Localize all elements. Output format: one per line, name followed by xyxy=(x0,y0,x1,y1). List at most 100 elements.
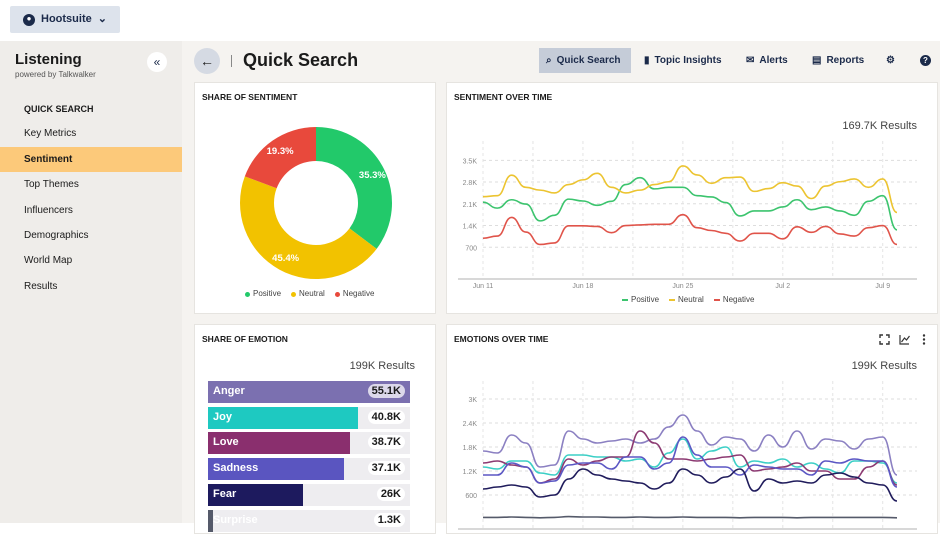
bar-chart-icon: ▮ xyxy=(644,55,650,66)
share-of-sentiment-card: SHARE OF SENTIMENT 35.3% 45.4% 19.3% Posit… xyxy=(194,82,436,314)
sidebar-item-sentiment[interactable]: Sentiment xyxy=(0,147,182,172)
sidebar-item-top-themes[interactable]: Top Themes xyxy=(24,179,79,190)
legend-negative[interactable]: Negative xyxy=(713,295,754,305)
more-options-icon[interactable] xyxy=(917,332,931,346)
bar-value: 40.8K xyxy=(367,409,405,424)
legend-neutral[interactable]: Neutral xyxy=(291,289,325,299)
donut-slice-negative[interactable] xyxy=(244,127,316,189)
results-count: 169.7K Results xyxy=(842,120,917,132)
card-title: EMOTIONS OVER TIME xyxy=(454,334,549,344)
sidebar-item-results[interactable]: Results xyxy=(24,281,58,292)
envelope-icon: ✉ xyxy=(746,55,755,66)
results-count: 199K Results xyxy=(349,360,415,372)
series-line-neutral[interactable] xyxy=(482,165,898,214)
y-tick-label: 1.8K xyxy=(463,445,478,452)
bar-value: 38.7K xyxy=(367,435,405,450)
owl-logo-icon: ● xyxy=(23,13,36,26)
bar-fill xyxy=(208,458,344,481)
share-of-emotion-card: SHARE OF EMOTION 199K Results Anger 55.1K… xyxy=(194,324,436,534)
card-title: SHARE OF EMOTION xyxy=(202,334,288,344)
series-line-fear[interactable] xyxy=(482,468,898,502)
hootsuite-menu-button[interactable]: ● Hootsuite ⌄ xyxy=(10,6,120,33)
emotion-bar-surprise[interactable]: Surprise 1.3K xyxy=(208,509,410,532)
sidebar-item-key-metrics[interactable]: Key Metrics xyxy=(24,128,77,139)
bar-fill xyxy=(208,483,304,506)
emotion-bar-love[interactable]: Love 38.7K xyxy=(208,432,410,455)
legend-positive[interactable]: Positive xyxy=(622,295,659,305)
sidebar-title: Listening xyxy=(15,51,82,68)
card-title: SHARE OF SENTIMENT xyxy=(202,92,298,102)
sentiment-line-chart: 3.5K 2.8K 2.1K 1.4K 700 Jun 11 Jun 18 Jun 25 Jul… xyxy=(458,141,917,290)
nav-label: Topic Insights xyxy=(654,55,722,66)
nav-topic-insights[interactable]: ▮ Topic Insights xyxy=(637,48,729,73)
sentiment-legend: Positive Neutral Negative xyxy=(245,289,374,299)
series-line-surprise[interactable] xyxy=(483,515,898,519)
search-icon: ⌕ xyxy=(546,55,552,66)
bar-label: Sadness xyxy=(213,462,259,475)
y-tick-label: 1.4K xyxy=(463,224,478,231)
series-line-love[interactable] xyxy=(482,430,898,486)
x-tick-label: Jul 9 xyxy=(875,283,890,290)
bar-fill xyxy=(208,406,358,429)
card-title: SENTIMENT OVER TIME xyxy=(454,92,553,102)
emotion-bar-anger[interactable]: Anger 55.1K xyxy=(208,381,410,403)
emotion-bar-fear[interactable]: Fear 26K xyxy=(208,483,410,506)
sentiment-time-legend: Positive Neutral Negative xyxy=(622,295,754,305)
sentiment-over-time-card: SENTIMENT OVER TIME 169.7K Results 3.5K 2… xyxy=(446,82,938,314)
slice-label: 45.4% xyxy=(272,253,299,264)
settings-button[interactable]: ⚙ xyxy=(879,48,902,73)
bar-value: 1.3K xyxy=(373,512,405,527)
nav-label: Reports xyxy=(826,55,865,66)
bar-fill xyxy=(208,509,213,532)
collapse-sidebar-button[interactable]: « xyxy=(147,52,167,72)
sidebar-item-demographics[interactable]: Demographics xyxy=(24,230,89,241)
nav-label: Alerts xyxy=(759,55,788,66)
bar-fill xyxy=(208,432,350,455)
y-tick-label: 2.8K xyxy=(463,180,478,187)
x-tick-label: Jun 11 xyxy=(473,283,494,290)
y-tick-label: 3.5K xyxy=(463,158,478,165)
nav-quick-search[interactable]: ⌕ Quick Search xyxy=(539,48,631,73)
sidebar-item-world-map[interactable]: World Map xyxy=(24,255,73,266)
emotion-bar-sadness[interactable]: Sadness 37.1K xyxy=(208,458,410,481)
slice-label: 19.3% xyxy=(267,146,294,157)
legend-neutral[interactable]: Neutral xyxy=(669,295,704,305)
nav-alerts[interactable]: ✉ Alerts xyxy=(739,48,795,73)
sidebar-item-influencers[interactable]: Influencers xyxy=(24,205,73,216)
bar-value: 37.1K xyxy=(367,461,405,476)
series-line-negative[interactable] xyxy=(482,213,898,246)
y-tick-label: 600 xyxy=(465,493,477,500)
sidebar-subtitle: powered by Talkwalker xyxy=(15,70,96,79)
y-tick-label: 1.2K xyxy=(463,469,478,476)
series-line-sadness[interactable] xyxy=(482,436,898,488)
legend-negative[interactable]: Negative xyxy=(334,289,374,299)
back-button[interactable]: ← xyxy=(194,48,220,74)
nav-reports[interactable]: ▤ Reports xyxy=(805,48,871,73)
legend-positive[interactable]: Positive xyxy=(245,289,281,299)
help-button[interactable]: ? xyxy=(913,48,938,73)
emotions-line-chart: 3K 2.4K 1.8K 1.2K 600 xyxy=(458,381,917,530)
fullscreen-icon[interactable] xyxy=(877,332,891,346)
x-tick-label: Jul 2 xyxy=(775,283,790,290)
donut-slice-positive[interactable] xyxy=(316,127,392,249)
gear-icon: ⚙ xyxy=(886,55,895,66)
bar-value: 55.1K xyxy=(367,384,405,398)
series-line-joy[interactable] xyxy=(482,438,898,484)
series-line-positive[interactable] xyxy=(482,176,898,231)
brand-label: Hootsuite xyxy=(41,13,92,26)
emotion-bar-joy[interactable]: Joy 40.8K xyxy=(208,406,410,429)
nav-label: Quick Search xyxy=(556,55,621,66)
bar-value: 26K xyxy=(376,486,405,501)
y-tick-label: 3K xyxy=(468,397,477,404)
chart-type-icon[interactable] xyxy=(897,332,911,346)
y-tick-label: 2.4K xyxy=(463,421,478,428)
bar-label: Anger xyxy=(213,385,245,397)
donut-slice-neutral[interactable] xyxy=(240,176,377,279)
series-line-anger[interactable] xyxy=(482,414,898,476)
divider xyxy=(231,55,232,67)
sidebar: Listening powered by Talkwalker « QUICK … xyxy=(0,41,182,523)
sentiment-donut-chart: 35.3% 45.4% 19.3% xyxy=(240,127,392,279)
x-tick-label: Jun 18 xyxy=(572,283,593,290)
y-tick-label: 700 xyxy=(465,245,477,252)
emotions-over-time-card: EMOTIONS OVER TIME 199K Results 3K 2.4K 1.… xyxy=(446,324,938,534)
